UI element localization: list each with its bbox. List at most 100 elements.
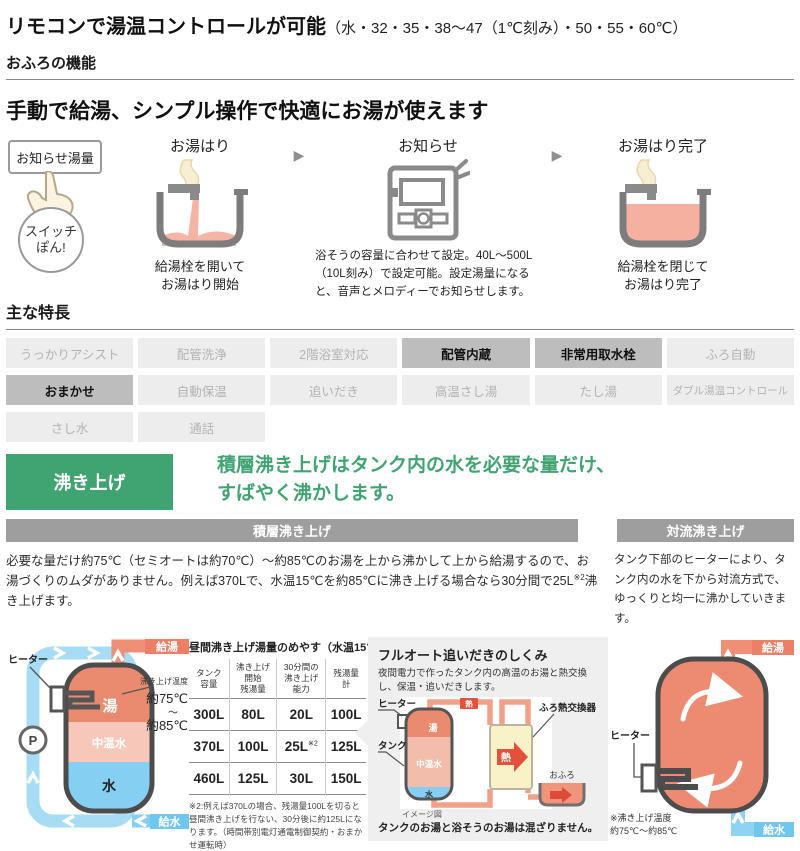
fullauto-title: フルオート追いだきのしくみ — [378, 648, 548, 664]
section-heading-features: 主な特長 — [6, 299, 794, 330]
heater-label: ヒーター — [610, 730, 650, 742]
kyusui-label: 給水 — [763, 823, 786, 837]
bath-flow-diagram: お知らせ湯量 スイッチ ぽん! お湯はり 給湯栓を開いて お湯はり開始 ▶ お知… — [6, 135, 794, 298]
fa-exchanger-label: ふろ熱交換器 — [539, 702, 596, 714]
title-main: リモコンで湯温コントロールが可能 — [6, 16, 326, 38]
sekisou-body-text: 必要な量だけ約75℃（セミオートは約70℃）～約85℃のお湯を上から沸かして上か… — [6, 551, 598, 629]
table-cell: 100L — [228, 730, 277, 763]
table-cell: 460L — [189, 762, 230, 795]
convection-tank-svg: 給湯 給水 ヒーター ※沸き上げ温度 約75℃～約85℃ — [610, 640, 794, 838]
notice-volume-button: お知らせ湯量 — [8, 140, 102, 174]
tairyu-header-bar: 対流沸き上げ — [617, 519, 794, 542]
step-caption: 給湯栓を開いて お湯はり開始 — [154, 259, 246, 292]
table-row: 370L 100L 25L※2 125L — [189, 730, 366, 763]
feature-tag: 2階浴室対応 — [270, 338, 398, 368]
callout-arrow-left — [355, 719, 369, 748]
feature-tag: 配管内蔵 — [402, 338, 530, 368]
heater-box — [640, 763, 658, 793]
bathtub-full-icon — [619, 159, 711, 248]
fullauto-diagram-svg: 熱 熱 湯 中温水 水 ヒーター タンク — [378, 696, 596, 819]
heat-badge — [460, 697, 478, 709]
layered-tank-diagram: 給湯 ヒーター P 湯 中温水 水 沸き上げ温度 約75℃ — [6, 637, 189, 844]
kyusui-label: 給水 — [159, 815, 182, 829]
heater-label: ヒーター — [8, 654, 48, 666]
boil-temp-high: 約75℃ — [146, 691, 188, 706]
title-sub: （水・32・35・38～47（1℃刻み）・50・55・60℃） — [326, 20, 688, 37]
subsection-bars: 積層沸き上げ 対流沸き上げ — [6, 519, 794, 542]
fa-hot-label: 湯 — [428, 722, 437, 733]
step-caption: 給湯栓を閉じて お湯はり完了 — [617, 259, 709, 292]
boil-temp-caption: 沸き上げ温度 — [140, 676, 188, 686]
feature-tag: 追いだき — [270, 375, 398, 405]
sekisou-header-bar: 積層沸き上げ — [6, 519, 578, 542]
tairyu-body-text: タンク下部のヒーターにより、タンク内の水を下から対流方式で、ゆっくりと均一に沸か… — [614, 554, 787, 625]
table-header: 残湯量 計 — [325, 659, 366, 699]
table-cell-value: 25L — [284, 739, 309, 755]
feature-tag: さし水 — [6, 412, 134, 442]
kyuto-label: 給湯 — [156, 640, 178, 654]
table-header: 沸き上げ 開始 残湯量 — [228, 659, 277, 699]
table-row: 460L 125L 30L 150L — [189, 762, 366, 795]
table-row: 300L 80L 20L 100L — [189, 698, 366, 731]
step-caption: 浴そうの容量に合わせて設定。40L～500L（10L刻み）で設定可能。設定湯量に… — [315, 250, 533, 298]
table-footnote: ※2:例えば370Lの場合、残湯量100Lを切ると昼間沸き上げを行ない、30分後… — [189, 801, 363, 850]
fa-mid-label: 中温水 — [416, 759, 442, 769]
hot-layer-label: 湯 — [102, 698, 117, 715]
cold-layer-label: 水 — [102, 778, 117, 794]
pump-label: P — [29, 733, 38, 748]
table-cell: 125L — [228, 762, 277, 795]
page-title: リモコンで湯温コントロールが可能（水・32・35・38～47（1℃刻み）・50・… — [6, 10, 794, 39]
kyuto-label-bg — [145, 639, 189, 655]
convection-tank-diagram: 給湯 給水 ヒーター ※沸き上げ温度 約75℃～約85℃ — [608, 637, 794, 844]
feature-tag: ふろ自動 — [666, 338, 794, 368]
feature-tag: おまかせ — [6, 375, 134, 405]
fa-cold-label: 水 — [424, 789, 434, 799]
feature-tag: 自動保温 — [138, 375, 266, 405]
boil-temp-tilde: ～ — [168, 708, 178, 719]
feature-tag: 配管洗浄 — [138, 338, 266, 368]
flow-arrow-icon: ▶ — [293, 147, 305, 163]
feature-tag: 高温さし湯 — [402, 375, 530, 405]
pump-icon — [18, 725, 48, 755]
table-cell: 20L — [276, 698, 326, 731]
wakiage-lead-text: 積層沸き上げはタンク内の水を必要な量だけ、 すばやく沸かします。 — [217, 455, 616, 504]
flow-arrow-icon: ▶ — [551, 147, 563, 163]
subsection-bodies: 必要な量だけ約75℃（セミオートは約70℃）～約85℃のお湯を上から沸かして上か… — [6, 551, 794, 629]
diagram-row: 給湯 ヒーター P 湯 中温水 水 沸き上げ温度 約75℃ — [6, 637, 794, 851]
fa-heater-label: ヒーター — [378, 698, 416, 710]
feature-tag: 通話 — [138, 412, 266, 442]
remote-control-icon — [387, 159, 470, 241]
table-header: タンク 容量 — [196, 667, 222, 689]
kyuto-label-bg — [752, 640, 794, 656]
wakiage-badge: 沸き上げ — [6, 454, 173, 510]
boil-volume-table: タンク 容量 沸き上げ 開始 残湯量 30分間の 沸き上げ 能力 残湯量 計 3… — [189, 659, 366, 796]
fa-bath-label: おふろ — [549, 770, 575, 780]
heater-box — [49, 685, 66, 713]
fullauto-caption: タンクのお湯と浴そうのお湯は混ざりません。 — [378, 821, 599, 834]
sekisou-body-sup: ※2 — [573, 572, 585, 582]
convection-footnote-1: ※沸き上げ温度 — [610, 812, 672, 823]
fa-tank-label: タンク — [378, 740, 407, 752]
table-title: 昼間沸き上げ湯量のめやす（水温15℃時） — [189, 642, 402, 655]
table-cell: 30L — [276, 762, 326, 795]
table-cell: 300L — [189, 698, 230, 731]
fullauto-reheat-box: フルオート追いだきのしくみ 夜間電力で作ったタンク内の高温のお湯と熱交換し、保温… — [355, 637, 608, 841]
sekisou-body-tail: 沸き上げます。 — [6, 574, 598, 608]
step-label: お知らせ — [398, 138, 458, 155]
layered-tank-svg: 給湯 ヒーター P 湯 中温水 水 沸き上げ温度 約75℃ — [8, 639, 189, 830]
sekisou-body-main: 必要な量だけ約75℃（セミオートは約70℃）～約85℃のお湯を上から沸かして上か… — [6, 554, 589, 588]
fullauto-desc: 夜間電力で作ったタンク内の高温のお湯と熱交換し、保温・追いだきします。 — [378, 668, 588, 693]
step-label: お湯はり — [169, 138, 230, 155]
flow-step-notice: お知らせ 浴そうの容量に合わせて設定。40L～500L（10L刻み）で設定可能。… — [312, 135, 544, 301]
bathtub-filling-icon — [156, 159, 248, 248]
feature-tag: うっかりアシスト — [6, 338, 134, 368]
flow-step-filling: お湯はり 給湯栓を開いて お湯はり開始 — [114, 135, 286, 293]
table-cell: 25L※2 — [276, 730, 326, 763]
kyuto-label: 給湯 — [762, 641, 784, 655]
wakiage-section: 沸き上げ 積層沸き上げはタンク内の水を必要な量だけ、 すばやく沸かします。 — [6, 454, 794, 510]
table-cell-footnote-mark: ※2 — [308, 740, 318, 748]
heat-arrow-label: 熱 — [501, 751, 511, 764]
flow-step-complete: お湯はり完了 給湯栓を閉じて お湯はり完了 — [570, 135, 756, 293]
boil-volume-table-block: 昼間沸き上げ湯量のめやす（水温15℃時） タンク 容量 沸き上げ 開始 残湯量 … — [189, 637, 402, 851]
